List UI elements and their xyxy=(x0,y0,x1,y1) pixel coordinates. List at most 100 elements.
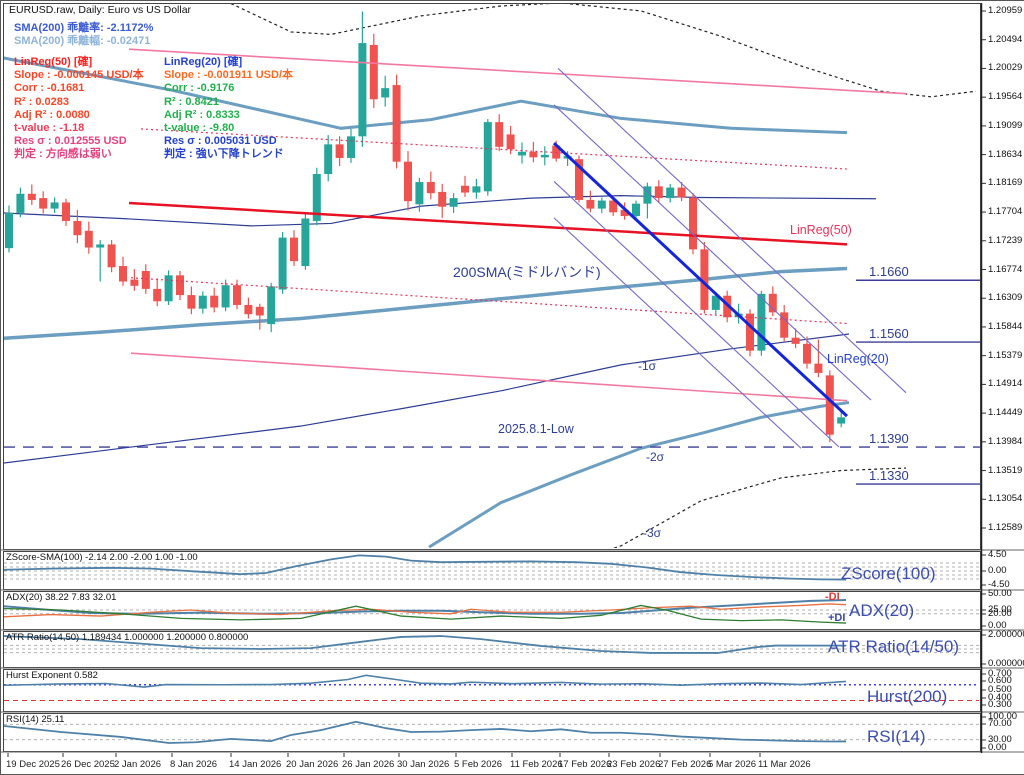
linreg50-midline xyxy=(128,201,848,246)
linreg20-upper1 xyxy=(553,104,872,401)
candle-body xyxy=(654,186,663,199)
date-tick-label: 20 Jan 2026 xyxy=(286,759,339,770)
linreg50-lower2 xyxy=(130,352,848,402)
atr-panel-label: ATR Ratio(14/50) xyxy=(828,637,960,656)
stat-row: Slope : -0.000145 USD/本 xyxy=(14,69,144,82)
sma200-middle-band-annotation: 200SMA(ミドルバンド) xyxy=(453,264,601,280)
candle-body xyxy=(540,154,549,158)
rsi-panel xyxy=(4,720,979,744)
candle-body xyxy=(620,209,629,217)
stat-row: Slope : -0.001911 USD/本 xyxy=(164,69,293,82)
candle-body xyxy=(586,199,595,209)
candle-body xyxy=(267,286,276,325)
hurst-tick-label: 0.500 xyxy=(988,684,1012,696)
candle-body xyxy=(210,295,219,308)
price-tick-label: 1.18634 xyxy=(988,148,1023,160)
candle-body xyxy=(404,161,412,202)
zscore-panel-label: ZScore(100) xyxy=(841,564,936,583)
candle-body xyxy=(278,237,287,290)
hurst-tick-label: 0.300 xyxy=(988,699,1012,711)
candle-body xyxy=(107,244,116,268)
price-tick-label: 1.19564 xyxy=(988,91,1023,103)
candle-body xyxy=(426,182,435,194)
price-tick-label: 1.18169 xyxy=(988,177,1023,189)
date-tick-label: 5 Mar 2026 xyxy=(708,759,757,770)
price-tick-label: 1.16774 xyxy=(988,263,1023,275)
rsi-tick-label: 70.00 xyxy=(988,718,1012,730)
date-tick-label: 5 Feb 2026 xyxy=(454,759,503,770)
hurst-line xyxy=(4,674,847,688)
date-tick-label: 11 Mar 2026 xyxy=(758,759,811,770)
candle-body xyxy=(438,191,447,207)
stat-row: Res σ : 0.005031 USD xyxy=(164,135,277,148)
stat-row: Res σ : 0.012555 USD xyxy=(14,135,127,148)
candle-body xyxy=(233,285,241,305)
candle-body xyxy=(518,151,526,156)
aug-2025-low-annotation: 2025.8.1-Low xyxy=(498,422,574,436)
stat-row: Adj R² : 0.0080 xyxy=(14,108,90,121)
candle-body xyxy=(506,134,515,150)
candle-body xyxy=(780,312,789,338)
minus3-sigma-annotation: -3σ xyxy=(643,526,662,540)
date-tick-label: 14 Jan 2026 xyxy=(229,759,282,770)
hurst-param-label: Hurst Exponent 0.582 xyxy=(6,670,98,681)
rsi-tick-label: 0.00 xyxy=(988,742,1007,754)
candlesticks xyxy=(5,11,846,443)
candle-body xyxy=(711,295,720,310)
minus-di-label: -DI xyxy=(825,591,840,603)
atr-tick-label: 2.000000 xyxy=(988,629,1024,641)
stat-row: Corr : -0.1681 xyxy=(14,82,85,95)
hurst-panel xyxy=(4,674,979,701)
sma200-upper3-band xyxy=(230,4,977,98)
sma-deviation-width: SMA(200) 乖離幅: -0.02471 xyxy=(14,35,151,48)
stat-row: Corr : -0.9176 xyxy=(164,82,235,95)
rsi-tick-label: 30.00 xyxy=(988,734,1012,746)
hurst-tick-label: 0.400 xyxy=(988,692,1012,704)
candle-body xyxy=(141,270,150,289)
adx-tick-label: 50.00 xyxy=(988,588,1012,600)
stat-row: Adj R² : 0.8333 xyxy=(164,108,240,121)
candle-body xyxy=(768,293,777,313)
adx-tick-label: 25.00 xyxy=(988,604,1012,616)
candle-body xyxy=(632,203,640,217)
price-tick-label: 1.14914 xyxy=(988,378,1023,390)
price-tick-label: 1.12589 xyxy=(988,522,1023,534)
candle-body xyxy=(689,197,697,250)
minus2-sigma-annotation: -2σ xyxy=(646,450,665,464)
hurst-tick-label: 0.700 xyxy=(988,668,1012,680)
stat-row: 判定 : 方向感は弱い xyxy=(14,148,112,161)
linreg20-line-annotation: LinReg(20) xyxy=(827,352,889,366)
sma-deviation-rate: SMA(200) 乖離率: -2.1172% xyxy=(14,22,154,34)
date-tick-label: 30 Jan 2026 xyxy=(397,759,450,770)
candle-body xyxy=(62,202,70,221)
atr-tick-label: 0.000000 xyxy=(988,658,1024,670)
linreg20-upper2 xyxy=(557,67,907,394)
candle-body xyxy=(803,343,811,364)
date-tick-label: 27 Feb 2026 xyxy=(658,759,712,770)
candle-body xyxy=(597,200,606,209)
candle-body xyxy=(119,266,127,282)
price-tick-label: 1.20494 xyxy=(988,33,1023,45)
candle-body xyxy=(495,122,504,147)
price-tick-label: 1.13984 xyxy=(988,435,1023,447)
stat-row: R² : 0.0283 xyxy=(14,95,70,108)
candle-body xyxy=(381,88,390,98)
adx-tick-label: 20.00 xyxy=(988,608,1012,620)
candle-body xyxy=(814,363,823,373)
adx-param-label: ADX(20) 38.22 7.83 32.01 xyxy=(6,592,117,603)
stat-row: t-value : -1.18 xyxy=(14,122,85,135)
candle-body xyxy=(335,144,344,158)
stat-row: t-value : -9.80 xyxy=(164,122,235,135)
zscore-tick-label: 0.00 xyxy=(988,565,1007,577)
linreg50-header: LinReg(50) [確] xyxy=(14,56,93,68)
candle-body xyxy=(221,285,230,308)
candle-body xyxy=(50,202,59,209)
candle-body xyxy=(837,417,846,424)
linreg20-header: LinReg(20) [確] xyxy=(164,56,243,68)
linreg20-stats-block: LinReg(20) [確] Slope : -0.001911 USD/本 Co… xyxy=(164,56,293,162)
candle-body xyxy=(73,220,82,236)
linreg50-upper2 xyxy=(128,48,907,95)
zscore-panel xyxy=(4,554,979,581)
